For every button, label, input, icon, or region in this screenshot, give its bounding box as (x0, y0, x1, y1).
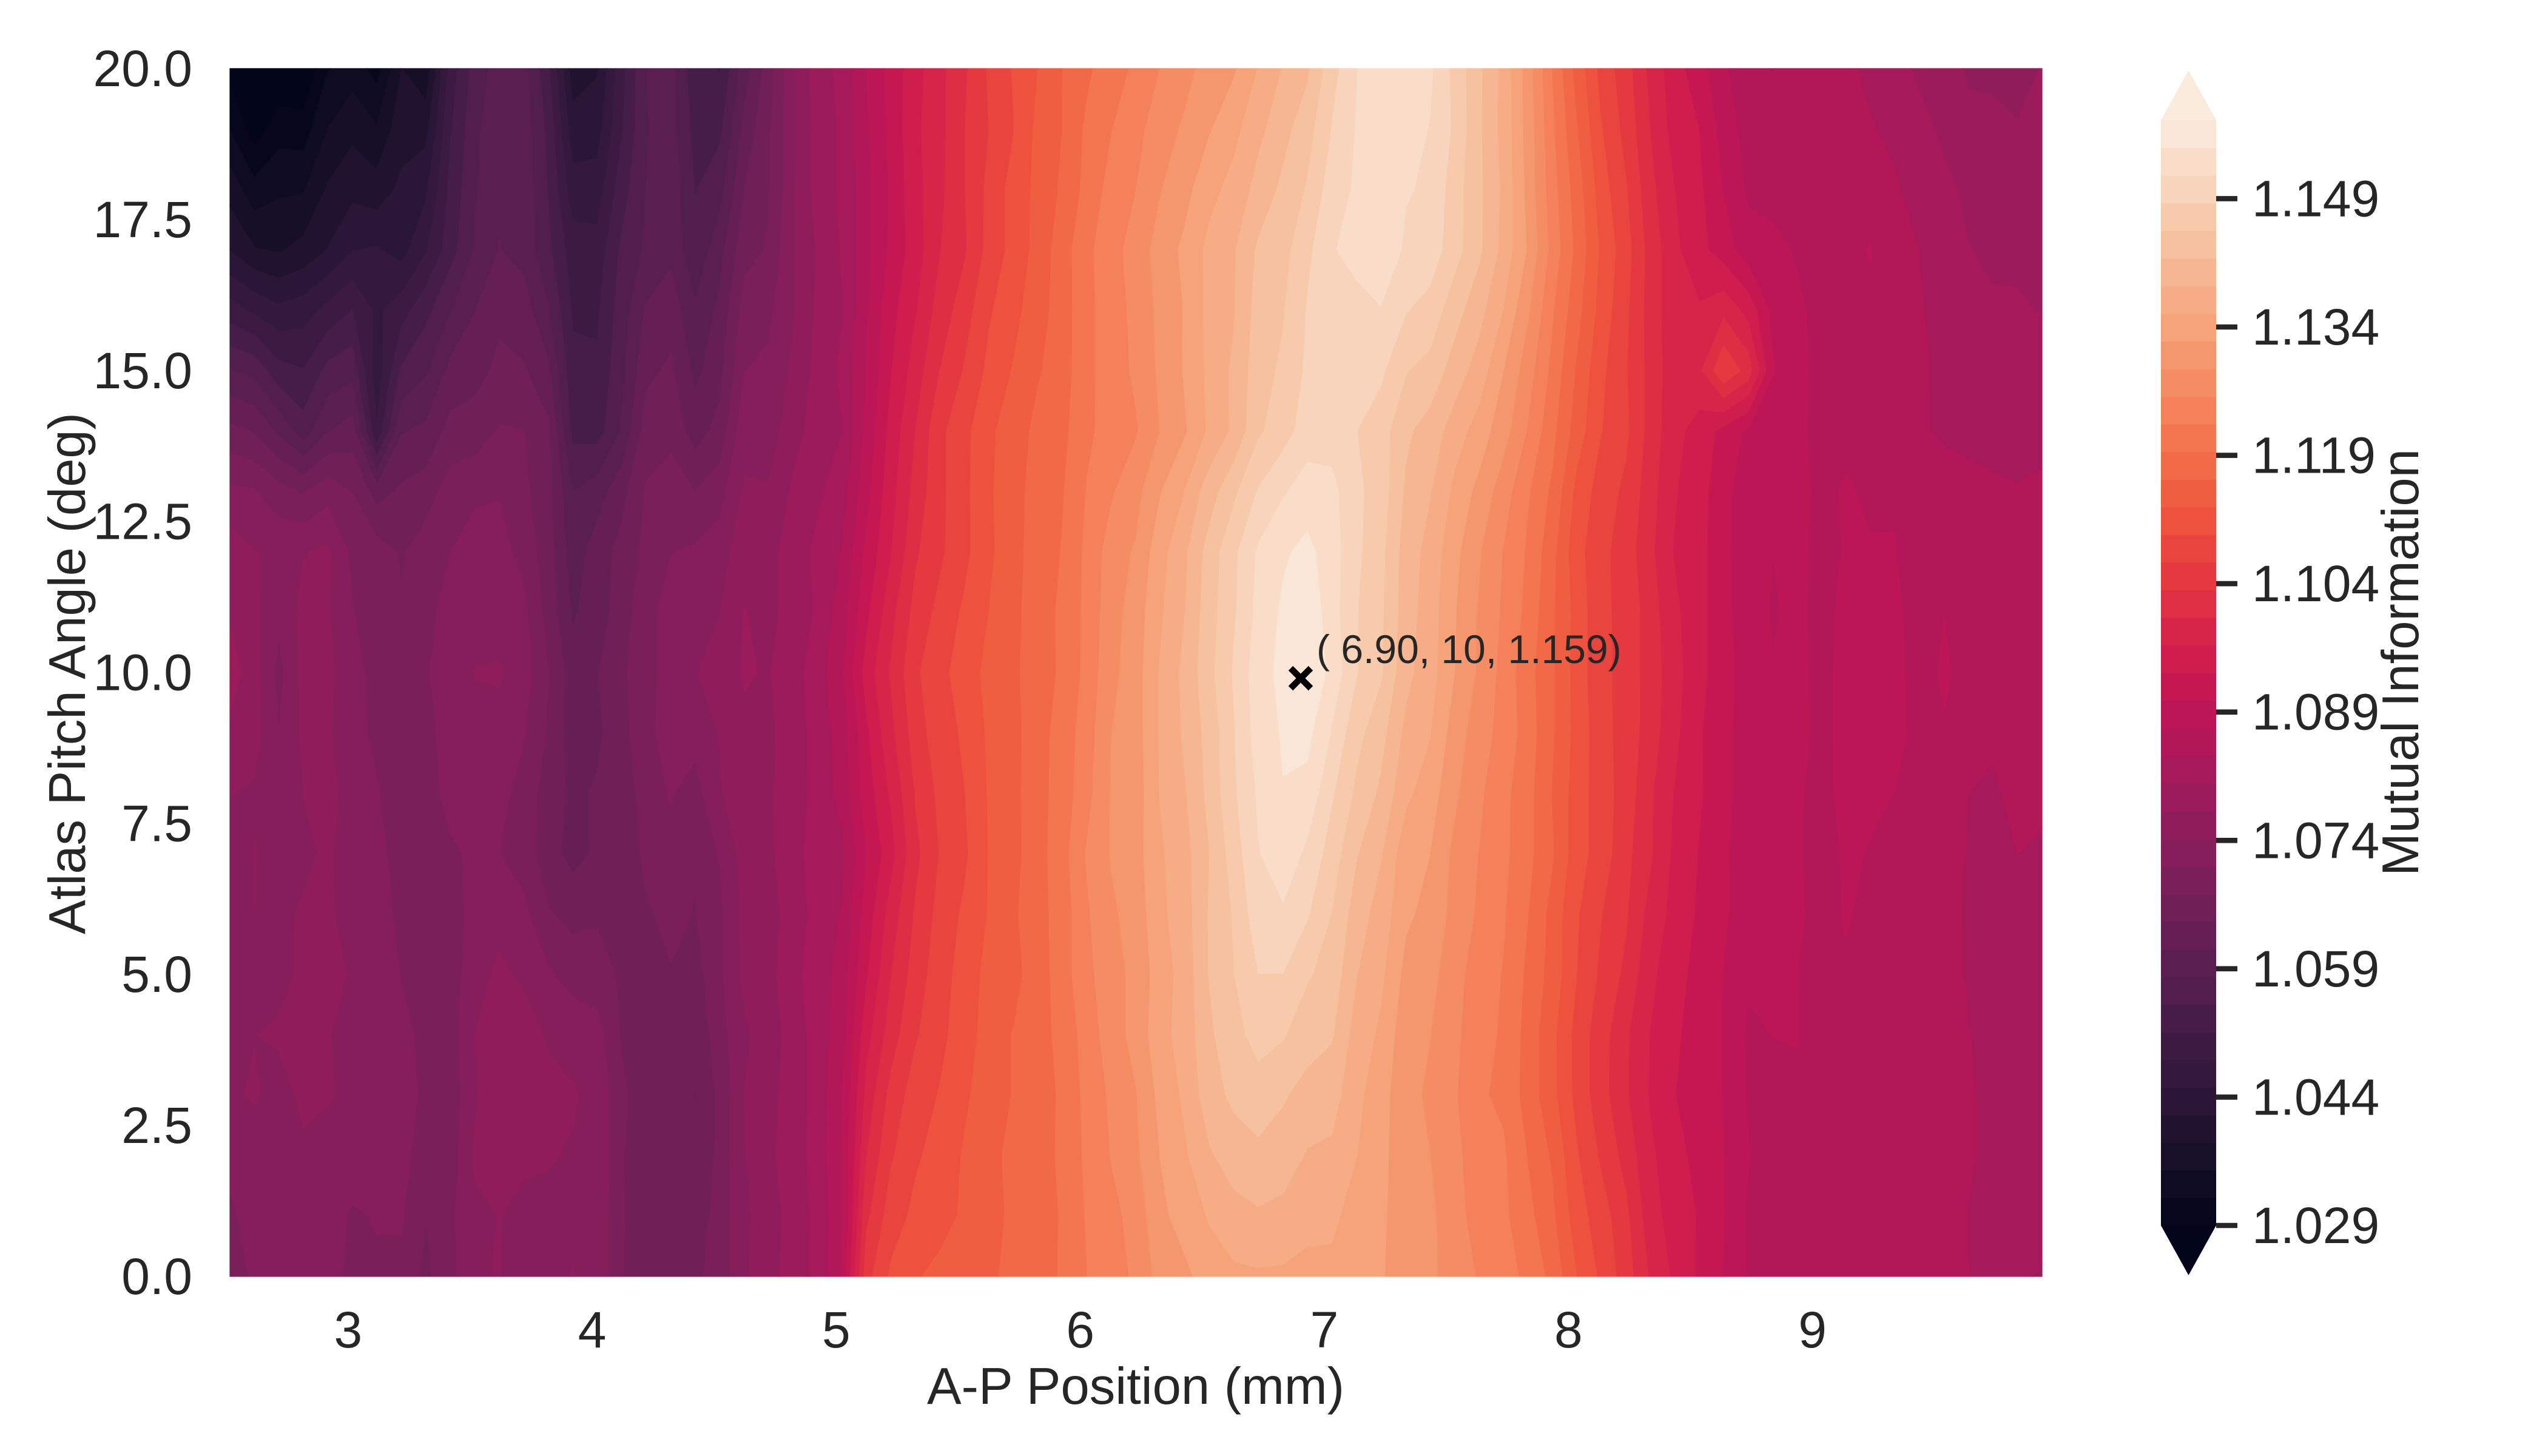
svg-text:1.089: 1.089 (2252, 684, 2379, 741)
svg-text:3: 3 (334, 1301, 362, 1358)
svg-text:9: 9 (1798, 1301, 1827, 1358)
svg-text:5: 5 (822, 1301, 851, 1358)
svg-text:17.5: 17.5 (93, 191, 193, 248)
svg-text:1.059: 1.059 (2252, 940, 2379, 997)
svg-text:1.029: 1.029 (2252, 1197, 2379, 1254)
svg-text:12.5: 12.5 (93, 493, 193, 550)
svg-text:1.149: 1.149 (2252, 170, 2379, 227)
svg-text:Mutual Information: Mutual Information (2372, 449, 2430, 876)
svg-text:20.0: 20.0 (93, 40, 193, 97)
svg-text:8: 8 (1554, 1301, 1583, 1358)
svg-text:0.0: 0.0 (121, 1248, 192, 1305)
svg-text:10.0: 10.0 (93, 644, 193, 701)
svg-text:A-P Position (mm): A-P Position (mm) (927, 1358, 1344, 1415)
svg-text:1.134: 1.134 (2252, 298, 2379, 356)
svg-text:7.5: 7.5 (121, 795, 192, 852)
svg-text:15.0: 15.0 (93, 342, 193, 399)
svg-text:4: 4 (578, 1301, 607, 1358)
svg-text:6: 6 (1066, 1301, 1094, 1358)
svg-text:1.119: 1.119 (2252, 427, 2376, 484)
svg-text:5.0: 5.0 (121, 946, 192, 1003)
svg-text:( 6.90, 10, 1.159): ( 6.90, 10, 1.159) (1316, 627, 1622, 672)
svg-text:1.044: 1.044 (2252, 1068, 2379, 1125)
svg-text:Atlas Pitch Angle (deg): Atlas Pitch Angle (deg) (39, 413, 96, 934)
svg-text:7: 7 (1310, 1301, 1339, 1358)
svg-text:2.5: 2.5 (121, 1097, 192, 1154)
svg-text:1.074: 1.074 (2252, 812, 2379, 869)
svg-text:1.104: 1.104 (2252, 555, 2379, 612)
